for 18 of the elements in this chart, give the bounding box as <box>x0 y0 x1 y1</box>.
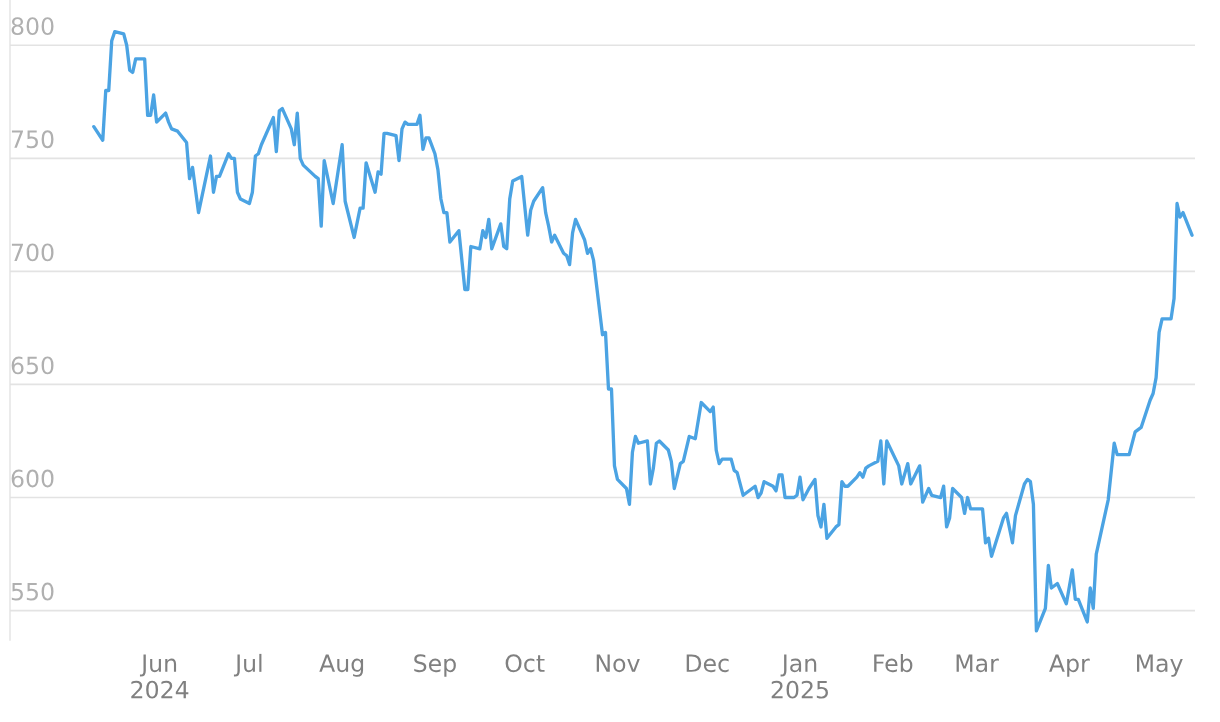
x-tick-label: Jan 2025 <box>771 654 828 699</box>
x-tick-label: Apr <box>1049 654 1090 677</box>
x-tick-label: Mar <box>956 654 999 673</box>
y-tick-label: 750 <box>11 130 54 149</box>
x-tick-label: Feb <box>874 653 913 673</box>
y-tick-label: 800 <box>11 17 54 36</box>
x-tick-label: Sep <box>414 654 456 677</box>
y-tick-label: 650 <box>11 356 54 375</box>
y-tick-label: 550 <box>11 582 54 601</box>
x-tick-label: Aug <box>319 654 364 677</box>
x-tick-label: Oct <box>505 654 545 673</box>
x-tick-label: Dec <box>686 654 729 673</box>
y-tick-label: 700 <box>11 243 54 262</box>
x-tick-label: Nov <box>596 654 640 673</box>
y-tick-label: 600 <box>11 469 54 488</box>
x-tick-label: May <box>1137 654 1183 677</box>
x-tick-label: Jul <box>233 653 262 677</box>
x-tick-label: Jun 2024 <box>131 654 189 699</box>
